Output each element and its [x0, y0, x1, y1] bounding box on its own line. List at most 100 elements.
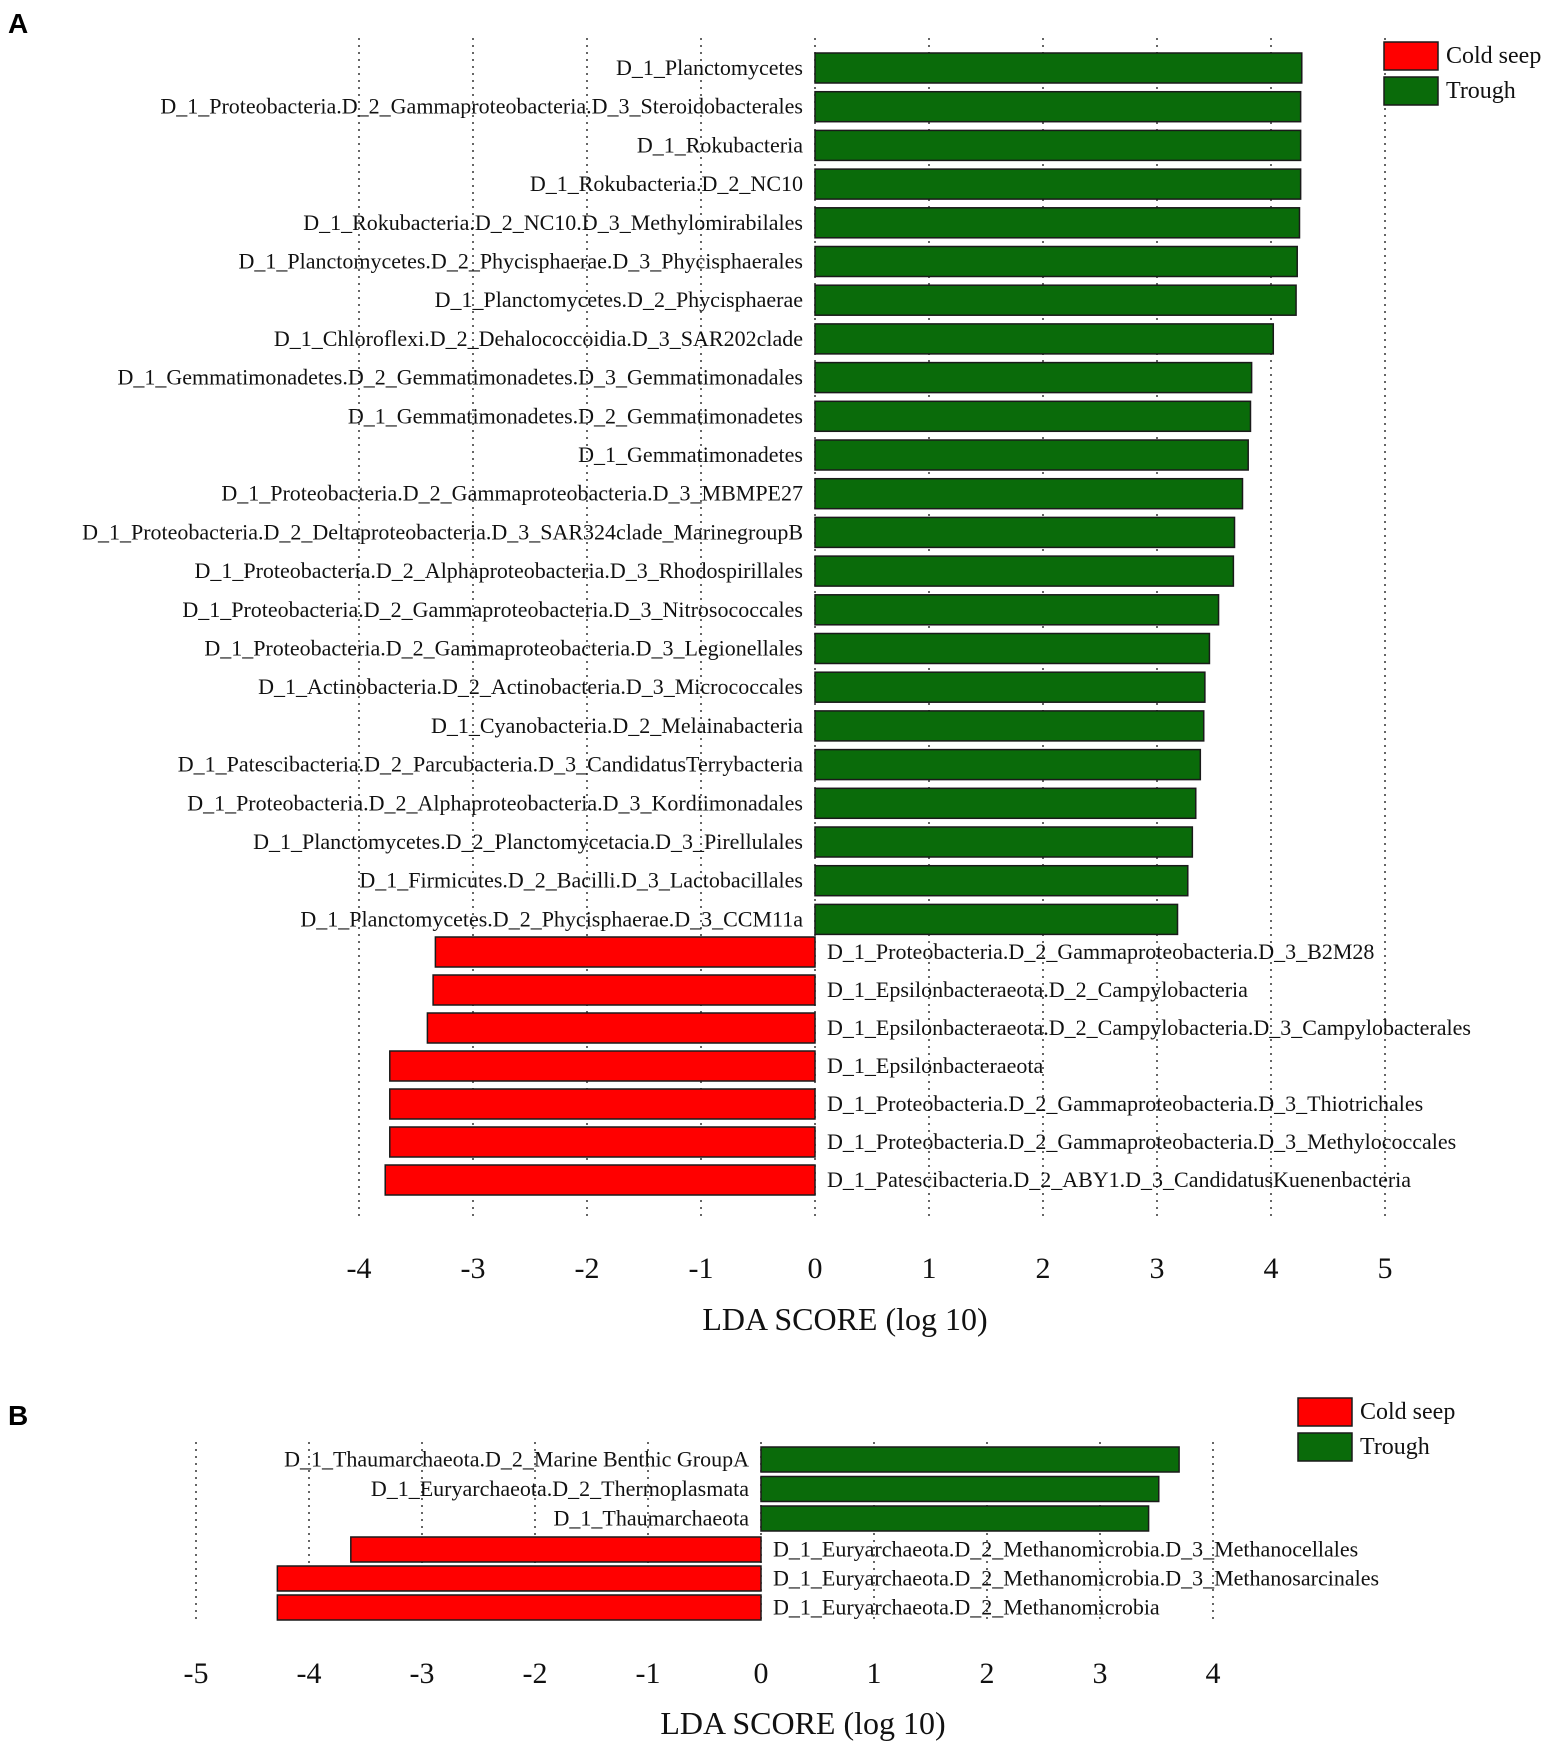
panel-b-tick-0: 0: [754, 1657, 769, 1690]
panel-a-bar-cold-seep-d-1-proteobacteria-d-2-gammaproteobacteria-d-3-methylococcales: [389, 1126, 816, 1158]
panel-a-bar-cold-seep-d-1-epsilonbacteraeota: [389, 1050, 816, 1082]
panel-b-tick-4: 4: [1206, 1657, 1221, 1690]
panel-a-label-d-1-cyanobacteria-d-2-melainabacteria: D_1_Cyanobacteria.D_2_Melainabacteria: [431, 713, 803, 738]
panel-a-label-d-1-actinobacteria-d-2-actinobacteria-d-3-micrococcales: D_1_Actinobacteria.D_2_Actinobacteria.D_…: [258, 674, 803, 699]
panel-a-bar-trough-d-1-planctomycetes-d-2-planctomycetacia-d-3-pirellulales: [814, 826, 1194, 858]
panel-a-label-d-1-proteobacteria-d-2-deltaproteobacteria-d-3-sar324clade-marinegroupb: D_1_Proteobacteria.D_2_Deltaproteobacter…: [82, 519, 803, 544]
panel-a-bar-trough-d-1-proteobacteria-d-2-gammaproteobacteria-d-3-legionellales: [814, 632, 1211, 665]
panel-a-label-d-1-planctomycetes: D_1_Planctomycetes: [616, 55, 803, 80]
panel-a-bar-cold-seep-d-1-patescibacteria-d-2-aby1-d-3-candidatuskuenenbacteria: [384, 1164, 816, 1196]
panel-a-tick-neg2: -2: [575, 1252, 600, 1285]
panel-b-bar-trough-d-1-thaumarchaeota-d-2-marine-benthic-groupa: [760, 1446, 1180, 1473]
panel-b-bar-cold-seep-d-1-euryarchaeota-d-2-methanomicrobia: [276, 1594, 762, 1621]
panel-a-x-axis-title: LDA SCORE (log 10): [702, 1301, 987, 1337]
panel-a-label-d-1-patescibacteria-d-2-parcubacteria-d-3-candidatusterrybacteria: D_1_Patescibacteria.D_2_Parcubacteria.D_…: [178, 752, 803, 777]
panel-b-tick-neg3: -3: [410, 1657, 435, 1690]
panel-a-bar-cold-seep-d-1-epsilonbacteraeota-d-2-campylobacteria-d-3-campylobacterales: [426, 1012, 816, 1044]
panel-a-label-d-1-rokubacteria: D_1_Rokubacteria: [637, 132, 803, 157]
panel-a-label-d-1-planctomycetes-d-2-phycisphaerae-d-3-ccm11a: D_1_Planctomycetes.D_2_Phycisphaerae.D_3…: [300, 906, 803, 931]
panel-a-label-d-1-proteobacteria-d-2-gammaproteobacteria-d-3-steroidobacterales: D_1_Proteobacteria.D_2_Gammaproteobacter…: [160, 94, 803, 119]
panel-a-label-d-1-proteobacteria-d-2-gammaproteobacteria-d-3-mbmpe27: D_1_Proteobacteria.D_2_Gammaproteobacter…: [221, 481, 803, 506]
panel-a-bar-trough-d-1-chloroflexi-d-2-dehalococcoidia-d-3-sar202clade: [814, 323, 1275, 355]
panel-b-label-d-1-euryarchaeota-d-2-methanomicrobia-d-3-methanosarcinales: D_1_Euryarchaeota.D_2_Methanomicrobia.D_…: [773, 1566, 1379, 1591]
panel-a-bar-trough-d-1-planctomycetes-d-2-phycisphaerae-d-3-ccm11a: [814, 903, 1179, 936]
panel-a-label-d-1-proteobacteria-d-2-alphaproteobacteria-d-3-rhodospirillales: D_1_Proteobacteria.D_2_Alphaproteobacter…: [194, 558, 803, 583]
panel-a-label-d-1-rokubacteria-d-2-nc10-d-3-methylomirabilales: D_1_Rokubacteria.D_2_NC10.D_3_Methylomir…: [303, 210, 803, 235]
panel-a-label-d-1-planctomycetes-d-2-planctomycetacia-d-3-pirellulales: D_1_Planctomycetes.D_2_Planctomycetacia.…: [253, 829, 803, 854]
panel-b-legend-label-cold-seep: Cold seep: [1360, 1399, 1455, 1425]
panel-b-label-d-1-thaumarchaeota-d-2-marine-benthic-groupa: D_1_Thaumarchaeota.D_2_Marine Benthic Gr…: [284, 1447, 749, 1472]
panel-a-legend-label-trough: Trough: [1446, 78, 1516, 104]
panel-a-label-d-1-gemmatimonadetes: D_1_Gemmatimonadetes: [578, 442, 803, 467]
panel-a-bar-trough-d-1-proteobacteria-d-2-gammaproteobacteria-d-3-mbmpe27: [814, 477, 1244, 510]
panel-a-label-d-1-planctomycetes-d-2-phycisphaerae-d-3-phycisphaerales: D_1_Planctomycetes.D_2_Phycisphaerae.D_3…: [238, 249, 803, 274]
panel-b-legend-label-trough: Trough: [1360, 1434, 1430, 1460]
panel-b-label-d-1-euryarchaeota-d-2-thermoplasmata: D_1_Euryarchaeota.D_2_Thermoplasmata: [371, 1476, 749, 1501]
panel-a-label-d-1-firmicutes-d-2-bacilli-d-3-lactobacillales: D_1_Firmicutes.D_2_Bacilli.D_3_Lactobaci…: [359, 868, 803, 893]
panel-b-label-d-1-euryarchaeota-d-2-methanomicrobia-d-3-methanocellales: D_1_Euryarchaeota.D_2_Methanomicrobia.D_…: [773, 1537, 1358, 1562]
panel-a-bar-trough-d-1-rokubacteria-d-2-nc10-d-3-methylomirabilales: [814, 207, 1301, 239]
panel-a-legend-swatch-trough: [1383, 76, 1439, 106]
panel-a-label-d-1-proteobacteria-d-2-gammaproteobacteria-d-3-thiotrichales: D_1_Proteobacteria.D_2_Gammaproteobacter…: [827, 1091, 1423, 1116]
panel-b-label-d-1-euryarchaeota-d-2-methanomicrobia: D_1_Euryarchaeota.D_2_Methanomicrobia: [773, 1595, 1160, 1620]
panel-label-a: A: [8, 8, 29, 39]
panel-a-label-d-1-epsilonbacteraeota-d-2-campylobacteria-d-3-campylobacterales: D_1_Epsilonbacteraeota.D_2_Campylobacter…: [827, 1015, 1471, 1040]
panel-a-tick-2: 2: [1036, 1252, 1051, 1285]
panel-b-x-axis-title: LDA SCORE (log 10): [660, 1705, 945, 1741]
panel-a-label-d-1-proteobacteria-d-2-gammaproteobacteria-d-3-legionellales: D_1_Proteobacteria.D_2_Gammaproteobacter…: [204, 636, 803, 661]
panel-a-tick-neg1: -1: [689, 1252, 714, 1285]
panel-a-bar-trough-d-1-proteobacteria-d-2-gammaproteobacteria-d-3-steroidobacterales: [814, 90, 1302, 123]
panel-a-legend-label-cold-seep: Cold seep: [1446, 43, 1541, 69]
panel-a-bar-trough-d-1-firmicutes-d-2-bacilli-d-3-lactobacillales: [814, 864, 1189, 897]
panel-b-tick-neg2: -2: [523, 1657, 548, 1690]
panel-a-bar-trough-d-1-rokubacteria-d-2-nc10: [814, 168, 1302, 200]
panel-a-label-d-1-patescibacteria-d-2-aby1-d-3-candidatuskuenenbacteria: D_1_Patescibacteria.D_2_ABY1.D_3_Candida…: [827, 1167, 1411, 1192]
panel-a-bar-cold-seep-d-1-proteobacteria-d-2-gammaproteobacteria-d-3-b2m28: [434, 936, 816, 968]
panel-b-tick-3: 3: [1093, 1657, 1108, 1690]
panel-a-label-d-1-gemmatimonadetes-d-2-gemmatimonadetes: D_1_Gemmatimonadetes.D_2_Gemmatimonadete…: [348, 403, 803, 428]
panel-b-label-d-1-thaumarchaeota: D_1_Thaumarchaeota: [554, 1506, 750, 1531]
panel-a-tick-5: 5: [1378, 1252, 1393, 1285]
panel-b-legend-swatch-trough: [1297, 1432, 1353, 1462]
panel-a-bar-cold-seep-d-1-epsilonbacteraeota-d-2-campylobacteria: [432, 974, 816, 1006]
panel-b-legend-swatch-cold-seep: [1297, 1397, 1353, 1427]
panel-a-label-d-1-rokubacteria-d-2-nc10: D_1_Rokubacteria.D_2_NC10: [530, 171, 803, 196]
panel-a-label-d-1-chloroflexi-d-2-dehalococcoidia-d-3-sar202clade: D_1_Chloroflexi.D_2_Dehalococcoidia.D_3_…: [274, 326, 803, 351]
panel-a-label-d-1-proteobacteria-d-2-alphaproteobacteria-d-3-kordiimonadales: D_1_Proteobacteria.D_2_Alphaproteobacter…: [187, 790, 803, 815]
panel-a-tick-4: 4: [1264, 1252, 1279, 1285]
panel-b-tick-neg1: -1: [636, 1657, 661, 1690]
panel-a-bar-trough-d-1-planctomycetes: [814, 52, 1303, 84]
panel-a-label-d-1-epsilonbacteraeota-d-2-campylobacteria: D_1_Epsilonbacteraeota.D_2_Campylobacter…: [827, 977, 1248, 1002]
panel-a-bar-trough-d-1-proteobacteria-d-2-gammaproteobacteria-d-3-nitrosococcales: [814, 594, 1220, 626]
panel-a-bar-trough-d-1-planctomycetes-d-2-phycisphaerae: [814, 284, 1297, 316]
panel-a-bar-trough-d-1-gemmatimonadetes: [814, 439, 1249, 471]
panel-a-bar-trough-d-1-proteobacteria-d-2-alphaproteobacteria-d-3-kordiimonadales: [814, 787, 1197, 820]
panel-b-bar-cold-seep-d-1-euryarchaeota-d-2-methanomicrobia-d-3-methanosarcinales: [276, 1565, 762, 1592]
panel-a-bar-trough-d-1-patescibacteria-d-2-parcubacteria-d-3-candidatusterrybacteria: [814, 748, 1202, 781]
panel-a-label-d-1-proteobacteria-d-2-gammaproteobacteria-d-3-methylococcales: D_1_Proteobacteria.D_2_Gammaproteobacter…: [827, 1129, 1456, 1154]
panel-a-label-d-1-proteobacteria-d-2-gammaproteobacteria-d-3-b2m28: D_1_Proteobacteria.D_2_Gammaproteobacter…: [827, 939, 1374, 964]
panel-a-tick-3: 3: [1150, 1252, 1165, 1285]
panel-a-bar-trough-d-1-cyanobacteria-d-2-melainabacteria: [814, 710, 1205, 742]
panel-b-bar-cold-seep-d-1-euryarchaeota-d-2-methanomicrobia-d-3-methanocellales: [350, 1536, 762, 1563]
panel-b-bar-trough-d-1-thaumarchaeota: [760, 1505, 1150, 1532]
panel-a-bar-trough-d-1-gemmatimonadetes-d-2-gemmatimonadetes-d-3-gemmatimonadales: [814, 361, 1253, 394]
panel-a-tick-0: 0: [808, 1252, 823, 1285]
panel-a-bar-trough-d-1-gemmatimonadetes-d-2-gemmatimonadetes: [814, 400, 1252, 433]
panel-a-label-d-1-gemmatimonadetes-d-2-gemmatimonadetes-d-3-gemmatimonadales: D_1_Gemmatimonadetes.D_2_Gemmatimonadete…: [117, 365, 803, 390]
panel-a-tick-1: 1: [922, 1252, 937, 1285]
panel-a-legend-swatch-cold-seep: [1383, 41, 1439, 71]
panel-a-bar-trough-d-1-rokubacteria: [814, 129, 1302, 162]
panel-b-tick-2: 2: [980, 1657, 995, 1690]
panel-b-tick-1: 1: [867, 1657, 882, 1690]
panel-a-label-d-1-proteobacteria-d-2-gammaproteobacteria-d-3-nitrosococcales: D_1_Proteobacteria.D_2_Gammaproteobacter…: [182, 597, 803, 622]
panel-a-label-d-1-epsilonbacteraeota: D_1_Epsilonbacteraeota: [827, 1053, 1043, 1078]
panel-a-bar-trough-d-1-proteobacteria-d-2-deltaproteobacteria-d-3-sar324clade-marinegroupb: [814, 516, 1236, 549]
panel-b-tick-neg4: -4: [297, 1657, 322, 1690]
panel-a-tick-neg3: -3: [461, 1252, 486, 1285]
panel-label-b: B: [8, 1400, 29, 1431]
panel-a-bar-trough-d-1-proteobacteria-d-2-alphaproteobacteria-d-3-rhodospirillales: [814, 555, 1235, 587]
panel-b-bar-trough-d-1-euryarchaeota-d-2-thermoplasmata: [760, 1475, 1160, 1503]
panel-a-bar-trough-d-1-planctomycetes-d-2-phycisphaerae-d-3-phycisphaerales: [814, 245, 1298, 278]
